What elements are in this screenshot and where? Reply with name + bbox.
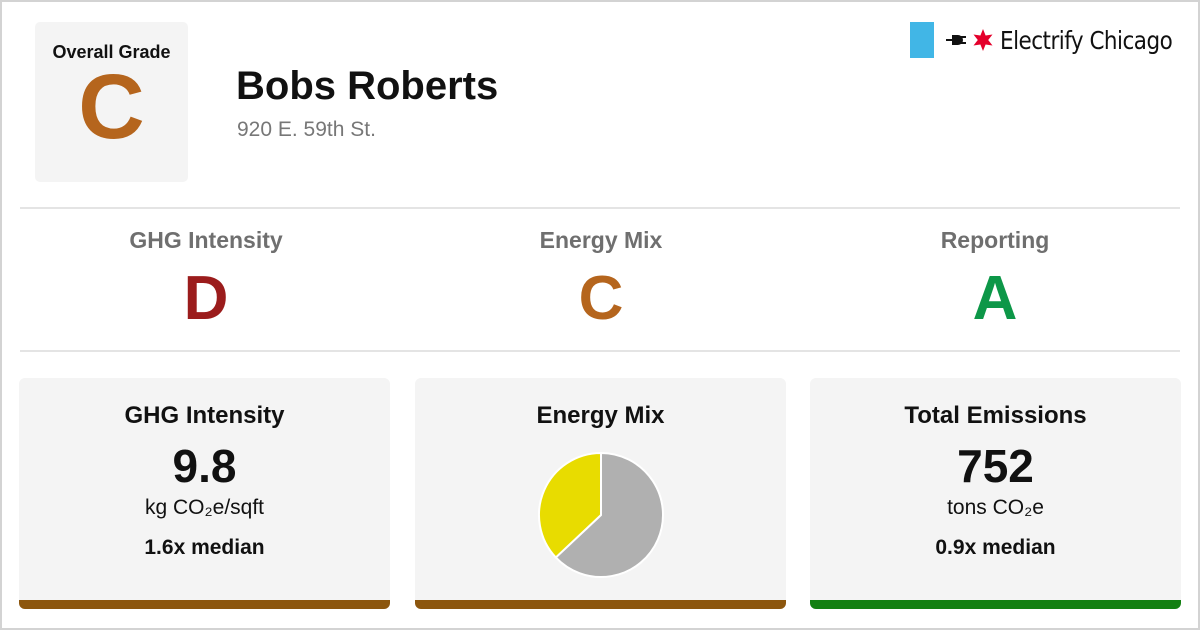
building-address: 920 E. 59th St. <box>237 118 376 141</box>
card-title: Energy Mix <box>536 402 665 429</box>
card-title: GHG Intensity <box>124 402 285 429</box>
total-emissions-unit: tons CO₂e <box>947 496 1044 519</box>
brand-name: Electrify Chicago <box>999 25 1173 55</box>
total-emissions-value: 752 <box>957 440 1034 492</box>
ghg-intensity-grade: GHG Intensity D <box>16 227 396 330</box>
total-emissions-median: 0.9x median <box>935 536 1056 559</box>
overall-grade-box: Overall Grade C <box>35 22 188 182</box>
ghg-intensity-value: 9.8 <box>172 440 237 492</box>
grade-label: GHG Intensity <box>129 227 283 253</box>
overall-grade-letter: C <box>78 56 145 158</box>
ghg-intensity-median: 1.6x median <box>144 536 265 559</box>
flag-icon <box>909 22 934 58</box>
card-title: Total Emissions <box>904 402 1087 429</box>
energy-mix-pie-chart <box>537 451 665 579</box>
plug-icon <box>945 33 966 47</box>
grade-color-bar <box>810 600 1181 609</box>
grade-color-bar <box>415 600 786 609</box>
grade-color-bar <box>19 600 390 609</box>
building-name: Bobs Roberts <box>236 64 499 108</box>
divider <box>20 207 1180 209</box>
brand-logo[interactable]: Electrify Chicago <box>909 22 1176 58</box>
total-emissions-card[interactable]: Total Emissions 752 tons CO₂e 0.9x media… <box>810 378 1181 609</box>
grade-letter: C <box>578 264 624 333</box>
grade-letter: A <box>972 264 1018 333</box>
grade-label: Reporting <box>940 227 1050 253</box>
ghg-intensity-card[interactable]: GHG Intensity 9.8 kg CO₂e/sqft 1.6x medi… <box>19 378 390 609</box>
divider <box>20 350 1180 352</box>
grade-letter: D <box>183 264 229 333</box>
grade-label: Energy Mix <box>539 227 663 253</box>
star-icon <box>972 29 994 51</box>
reporting-grade: Reporting A <box>805 227 1185 330</box>
energy-mix-card[interactable]: Energy Mix <box>415 378 786 609</box>
overall-grade-label: Overall Grade <box>52 42 171 62</box>
energy-mix-grade: Energy Mix C <box>411 227 791 330</box>
pie-chart-svg <box>538 451 664 578</box>
ghg-intensity-unit: kg CO₂e/sqft <box>144 496 265 519</box>
pie-slice-0 <box>554 451 664 578</box>
pie-slice-1 <box>538 451 602 559</box>
